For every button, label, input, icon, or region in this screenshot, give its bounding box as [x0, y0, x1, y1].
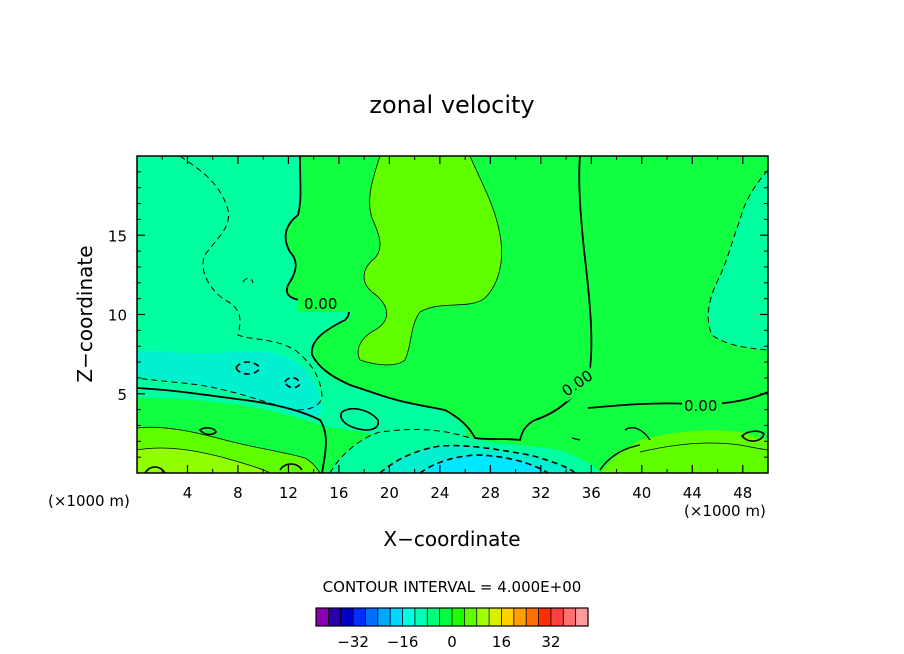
x-tick-label: 36: [582, 484, 601, 502]
colorbar-swatch: [575, 608, 589, 626]
zero-contour-island-5: [144, 466, 166, 473]
colorbar-swatch: [439, 608, 453, 626]
colorbar-swatch: [513, 608, 527, 626]
x-tick-label: 28: [481, 484, 500, 502]
x-tick-label: 24: [430, 484, 449, 502]
field-central-positive: [358, 156, 502, 365]
colorbar-tick-label: 32: [541, 633, 560, 651]
zero-contour-island-4: [279, 463, 303, 471]
contour-fields: [137, 156, 768, 473]
neg-contour-jet-1: [379, 444, 576, 473]
colorbar-swatch: [402, 608, 416, 626]
contour-lines: [137, 156, 768, 473]
colorbar-swatch: [464, 608, 478, 626]
y-axis: 5 10 15: [108, 171, 768, 458]
x-tick-label: 32: [531, 484, 550, 502]
pos-contour-bottom-left-inner: [137, 447, 271, 473]
neg-contour-upper-left: [137, 156, 323, 411]
colorbar-tick-label: 16: [492, 633, 511, 651]
field-bottom-right-positive: [600, 430, 768, 473]
x-axis: 4 8 12 16 20 24 28 32 36 40 44 48: [161, 156, 752, 502]
colorbar: −32 −16 0 16 32: [315, 607, 589, 651]
x-tick-label: 8: [233, 484, 243, 502]
neg-contour-jet-2: [419, 454, 549, 473]
y-tick-label: 5: [117, 386, 127, 404]
contour-interval-text: CONTOUR INTERVAL = 4.000E+00: [323, 578, 582, 596]
x-tick-label: 12: [279, 484, 298, 502]
pos-contour-bottom-right: [639, 442, 768, 453]
chart-title: zonal velocity: [369, 91, 534, 119]
x-tick-label: 44: [683, 484, 702, 502]
colorbar-swatch: [563, 608, 576, 626]
colorbar-swatch: [328, 608, 342, 626]
colorbar-swatch: [476, 608, 490, 626]
colorbar-tick-label: 0: [447, 633, 457, 651]
colorbar-swatch: [414, 608, 428, 626]
zero-contour-island-2: [198, 427, 217, 436]
field-bottom-jet-core: [420, 455, 548, 473]
colorbar-swatch: [353, 608, 366, 626]
contour-label: 0.00: [304, 295, 337, 313]
neg-contour-small-2: [284, 376, 301, 389]
colorbar-swatch: [452, 608, 465, 626]
x-tick-label: 16: [329, 484, 348, 502]
colorbar-swatch: [526, 608, 539, 626]
colorbar-swatch: [365, 608, 379, 626]
contour-label-group: 0.00 0.00 0.00: [298, 294, 722, 415]
zero-contour-island-1: [340, 408, 379, 431]
colorbar-swatch: [316, 608, 329, 626]
x-tick-label: 40: [632, 484, 651, 502]
colorbar-swatch: [427, 608, 440, 626]
colorbar-swatch: [377, 608, 391, 626]
x-axis-label: X−coordinate: [383, 527, 520, 551]
field-right-negative: [708, 170, 768, 350]
field-bottom-left-core: [137, 447, 270, 473]
pos-contour-central: [357, 156, 503, 366]
neg-contour-small-3: [242, 277, 254, 284]
zero-contour-island-3: [740, 430, 765, 442]
neg-contour-right: [707, 169, 768, 351]
colorbar-swatch: [538, 608, 552, 626]
pos-contour-bottom-left: [137, 426, 321, 473]
zero-contour-fragments: [571, 427, 651, 471]
x-unit-right: (×1000 m): [684, 502, 766, 520]
colorbar-swatch: [501, 608, 515, 626]
colorbar-swatch: [390, 608, 403, 626]
neg-contour-jet-outer: [329, 429, 471, 473]
x-tick-label: 20: [380, 484, 399, 502]
colorbar-swatch: [340, 608, 354, 626]
y-tick-label: 10: [108, 307, 127, 325]
contour-label: 0.00: [684, 397, 717, 415]
y-axis-label: Z−coordinate: [73, 245, 97, 382]
colorbar-tick-label: −16: [387, 633, 419, 651]
x-unit-left: (×1000 m): [48, 492, 130, 510]
colorbar-swatch: [550, 608, 564, 626]
x-tick-label: 48: [733, 484, 752, 502]
y-tick-label: 15: [108, 227, 127, 245]
colorbar-frame: [315, 607, 589, 627]
colorbar-swatch: [489, 608, 502, 626]
x-tick-label: 4: [183, 484, 193, 502]
field-left-deep: [137, 350, 322, 418]
colorbar-tick-label: −32: [337, 633, 369, 651]
